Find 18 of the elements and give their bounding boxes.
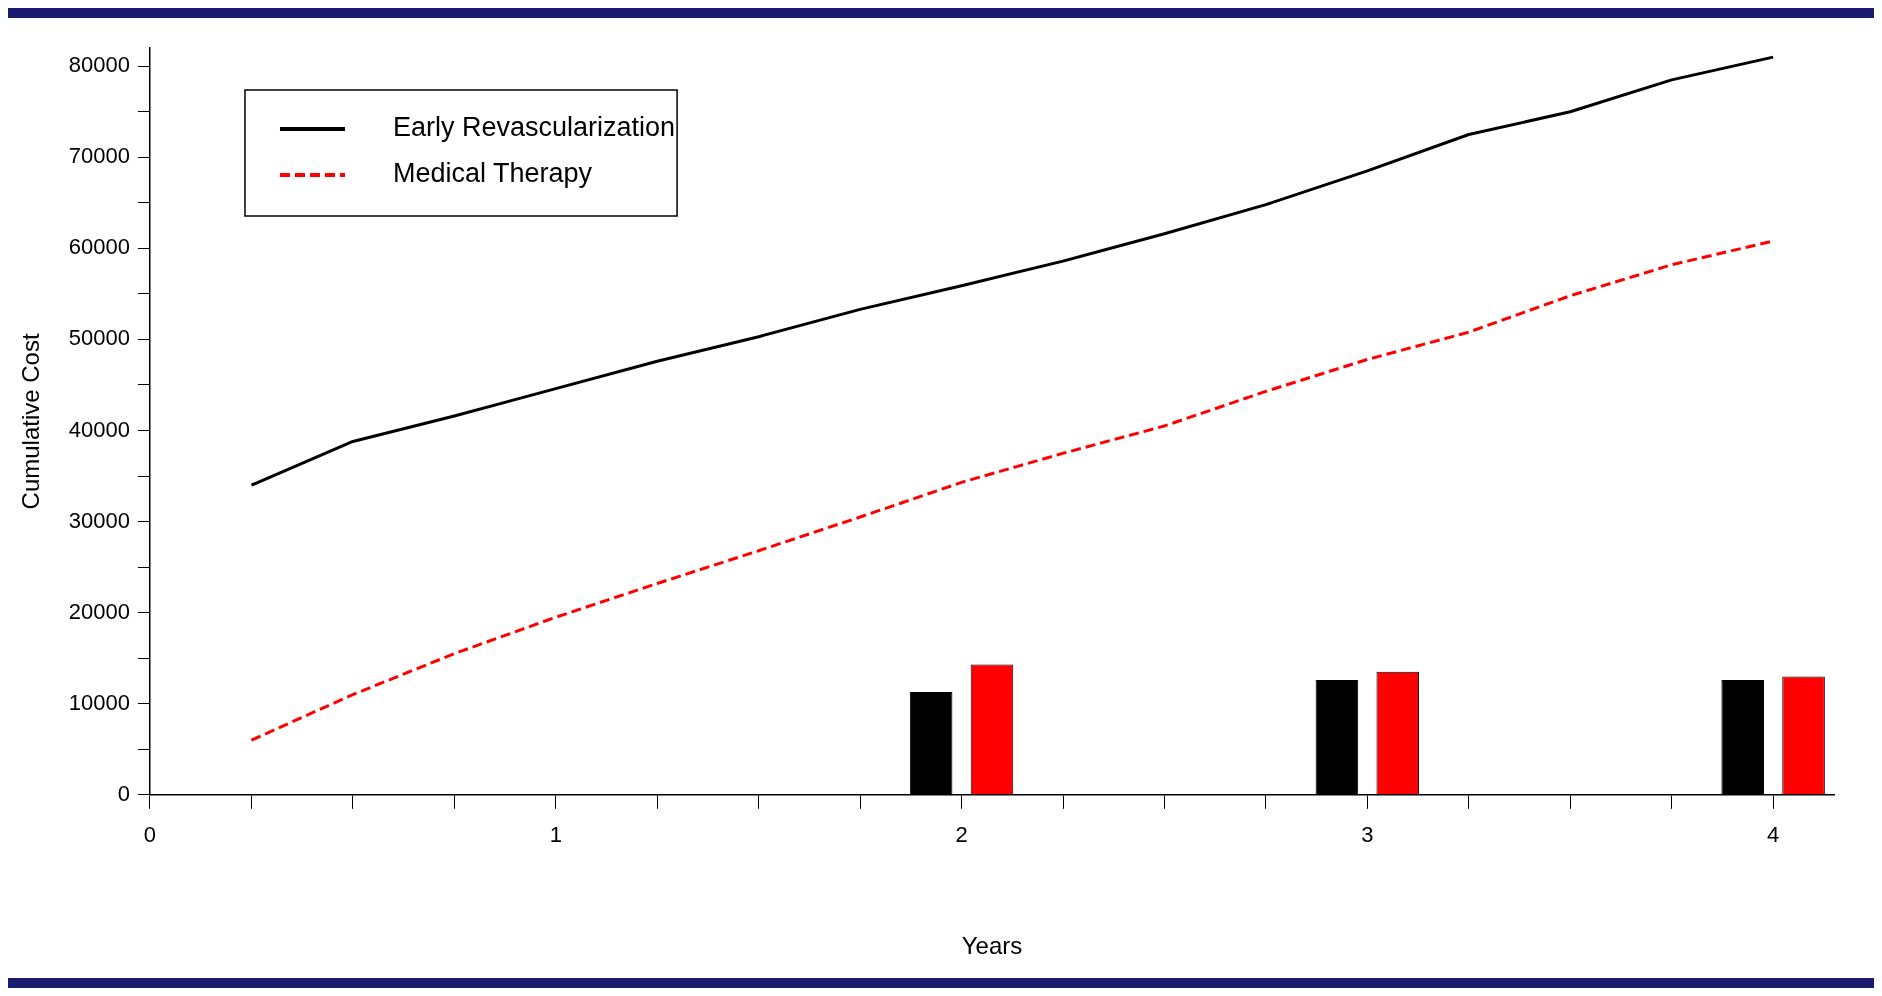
y-tick-label: 70000 (68, 143, 130, 169)
y-tick-label: 80000 (68, 52, 130, 78)
y-tick-label: 60000 (68, 234, 130, 260)
y-tick-label: 0 (117, 780, 130, 806)
x-axis-title: Years (961, 932, 1023, 960)
legend-label: Medical Therapy (392, 158, 593, 189)
y-tick-label: 30000 (68, 507, 130, 533)
y-axis-title: Cumulative Cost (17, 333, 45, 510)
x-tick-label: 4 (1767, 822, 1780, 848)
y-tick-label: 50000 (68, 325, 130, 351)
x-tick-label: 3 (1361, 822, 1374, 848)
y-tick-label: 40000 (68, 416, 130, 442)
x-tick-label: 1 (549, 822, 562, 848)
y-tick-label: 20000 (68, 598, 130, 624)
x-tick-label: 0 (143, 822, 157, 848)
x-tick-label: 2 (955, 822, 968, 848)
legend-label: Early Revascularization (392, 112, 676, 143)
y-tick-label: 10000 (68, 689, 130, 715)
